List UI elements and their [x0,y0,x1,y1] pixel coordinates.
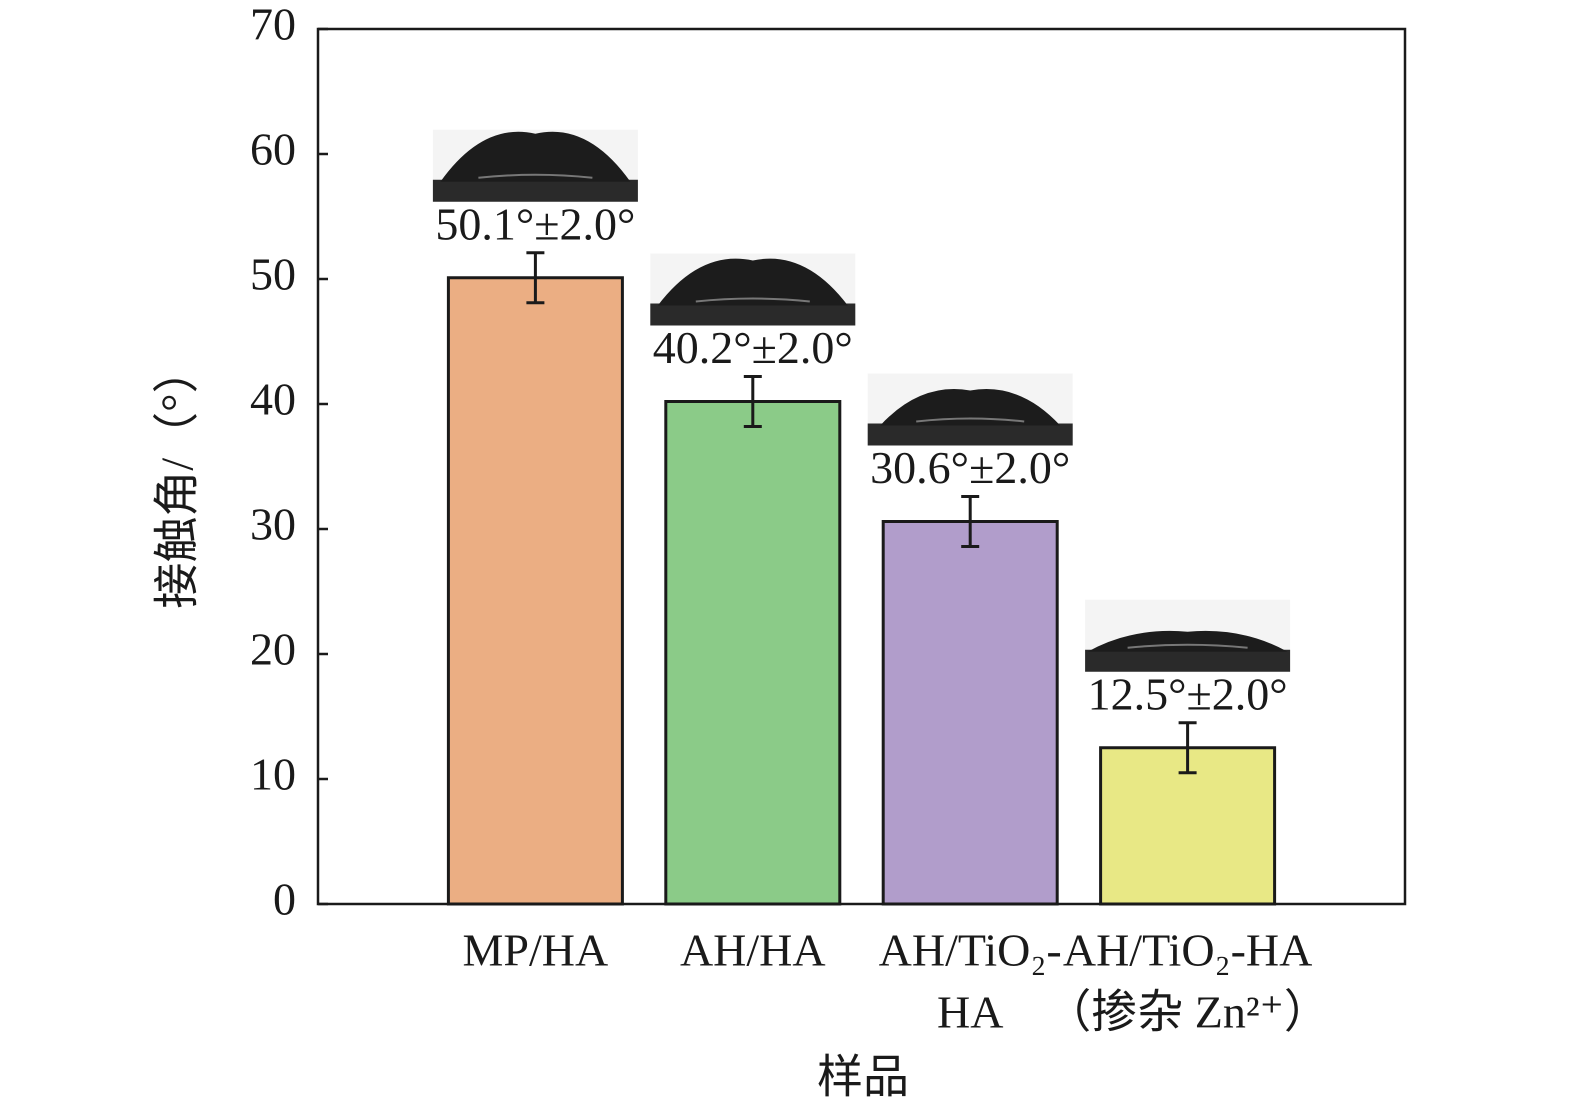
x-tick-label: AH/TiO₂- [879,925,1062,976]
y-tick-label: 20 [250,624,296,675]
droplet-shape [657,258,848,306]
y-tick-label: 70 [250,0,296,50]
bar [664,400,842,906]
y-tick-label: 10 [250,749,296,800]
droplet-substrate [432,179,638,202]
y-tick-label: 50 [250,249,296,300]
droplet-shape [880,389,1061,426]
y-tick-label: 0 [273,874,296,925]
bar [446,276,624,906]
bar [881,520,1059,906]
droplet-image [432,129,638,202]
droplet-substrate [1085,649,1291,672]
x-axis-label: 样品 [817,1052,909,1103]
plot-frame [316,27,1407,906]
droplet-highlight [916,417,1025,423]
value-label: 40.2°±2.0° [653,322,853,373]
droplet-image [1085,599,1291,672]
y-axis-label: 接触角/（°） [152,347,203,608]
y-tick-label: 40 [250,374,296,425]
x-tick-label: HA [937,987,1003,1038]
value-label: 30.6°±2.0° [870,442,1070,493]
value-label: 50.1°±2.0° [435,198,635,249]
droplet-highlight [695,297,810,303]
x-tick-label: MP/HA [463,925,609,976]
droplet-shape [440,131,631,182]
value-label: 12.5°±2.0° [1088,668,1288,719]
droplet-image [867,373,1073,446]
droplet-image [650,253,856,326]
droplet-substrate [867,423,1073,446]
x-tick-label: AH/TiO₂-HA [1063,925,1313,976]
droplet-substrate [650,303,856,326]
x-tick-label: AH/HA [680,925,826,976]
y-tick-label: 60 [250,124,296,175]
y-tick-label: 30 [250,499,296,550]
droplet-highlight [478,173,593,179]
x-tick-label: （掺杂 Zn²⁺） [1045,987,1330,1038]
droplet-highlight [1127,643,1248,649]
